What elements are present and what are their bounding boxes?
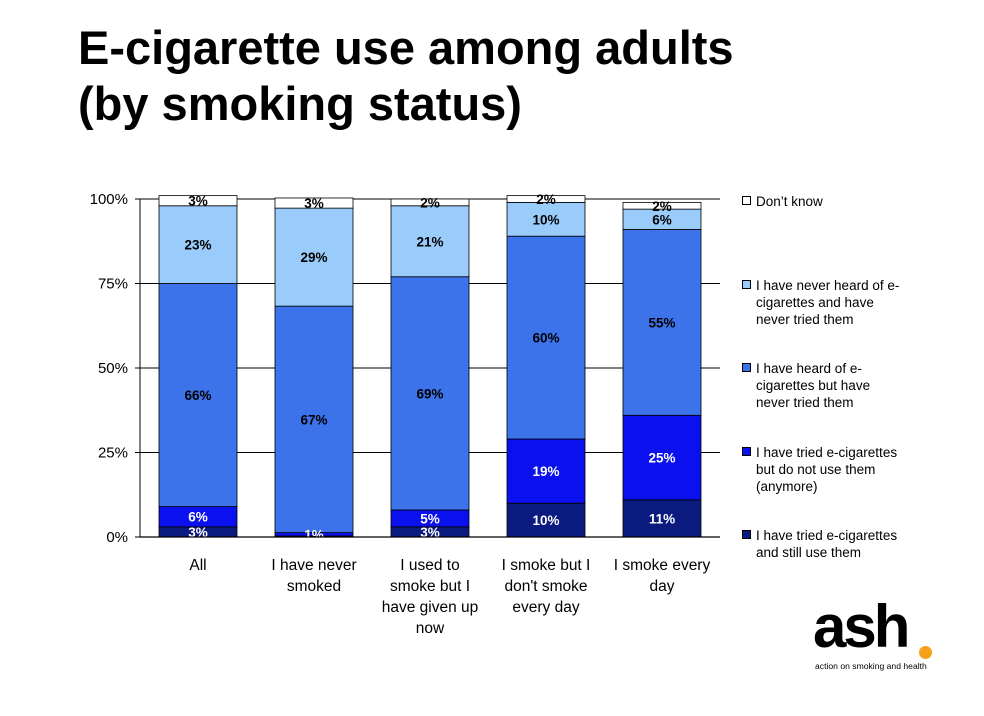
data-label: 10% [532, 513, 559, 528]
data-label: 3% [188, 194, 208, 209]
legend-label: I have never heard of e-cigarettes and h… [756, 278, 900, 327]
legend-swatch [742, 196, 751, 205]
bar-segment [506, 195, 586, 203]
data-label: 10% [532, 212, 559, 227]
bar-segment [390, 276, 470, 511]
y-tick-label: 0% [106, 529, 128, 546]
data-label: 25% [648, 451, 675, 466]
bar-segment [506, 438, 586, 504]
bar-segment [390, 205, 470, 278]
bar-segment [158, 205, 238, 284]
data-label: 2% [420, 195, 440, 210]
legend-swatch [742, 447, 751, 456]
x-tick-label: now [416, 620, 445, 637]
bar-segment [274, 305, 354, 534]
data-label: 55% [648, 315, 675, 330]
x-tick-label: I smoke but I [502, 557, 591, 574]
data-label: 66% [184, 388, 211, 403]
data-label: 11% [649, 511, 675, 526]
bar-segment [390, 198, 470, 207]
x-tick-label: I have never [271, 557, 356, 574]
x-tick-label: All [189, 557, 206, 574]
data-label: 23% [184, 238, 211, 253]
bar-segment [622, 201, 702, 210]
page-title-line-1: E-cigarette use among adults [78, 21, 734, 74]
bar-segment [622, 229, 702, 416]
bar-segment [506, 502, 586, 538]
data-label: 2% [652, 199, 672, 214]
y-tick-label: 25% [98, 445, 128, 462]
data-label: 60% [532, 331, 559, 346]
legend-label: I have tried e-cigarettes but do not use … [756, 445, 898, 494]
data-label: 69% [416, 386, 443, 401]
data-label: 5% [420, 511, 440, 526]
data-label: 3% [420, 525, 440, 540]
bar-segment [622, 414, 702, 501]
logo-wordmark: ash [813, 593, 910, 660]
bar-segment [158, 283, 238, 507]
x-tick-label: every day [512, 599, 579, 616]
y-tick-label: 75% [98, 276, 128, 293]
x-tick-label: I used to [400, 557, 459, 574]
bar-segment [158, 195, 238, 207]
data-label: 6% [188, 510, 208, 525]
x-tick-label: day [650, 578, 675, 595]
bar-segment [506, 235, 586, 440]
legend-swatch [742, 363, 751, 372]
data-label: 29% [300, 250, 327, 265]
x-tick-label: have given up [382, 599, 479, 616]
legend-label: Don’t know [756, 194, 823, 209]
logo-tagline: action on smoking and health [815, 661, 927, 671]
x-tick-label: I smoke every [614, 557, 711, 574]
data-label: 1% [304, 527, 324, 542]
y-tick-label: 100% [90, 191, 128, 208]
data-label: 3% [188, 525, 208, 540]
legend-swatch [742, 280, 751, 289]
data-label: 2% [536, 192, 556, 207]
legend-label: I have tried e-cigarettes and still use t… [756, 528, 898, 560]
bar-segment [274, 207, 354, 307]
logo-dot [919, 646, 932, 659]
data-label: 6% [652, 212, 672, 227]
data-label: 21% [416, 234, 443, 249]
page-title-line-2: (by smoking status) [78, 77, 522, 130]
legend-swatch [742, 530, 751, 539]
bar-segment [506, 201, 586, 237]
x-tick-label: don't smoke [504, 578, 587, 595]
page-title: E-cigarette use among adults (by smoking… [78, 20, 734, 132]
x-tick-label: smoke but I [390, 578, 470, 595]
y-tick-label: 50% [98, 360, 128, 377]
data-label: 3% [304, 196, 324, 211]
bar-segment [274, 197, 354, 209]
legend-label: I have heard of e-cigarettes but have nev… [756, 361, 871, 410]
ash-logo: ash action on smoking and health [813, 597, 943, 675]
x-tick-label: smoked [287, 578, 341, 595]
data-label: 67% [300, 412, 327, 427]
data-label: 19% [532, 464, 559, 479]
